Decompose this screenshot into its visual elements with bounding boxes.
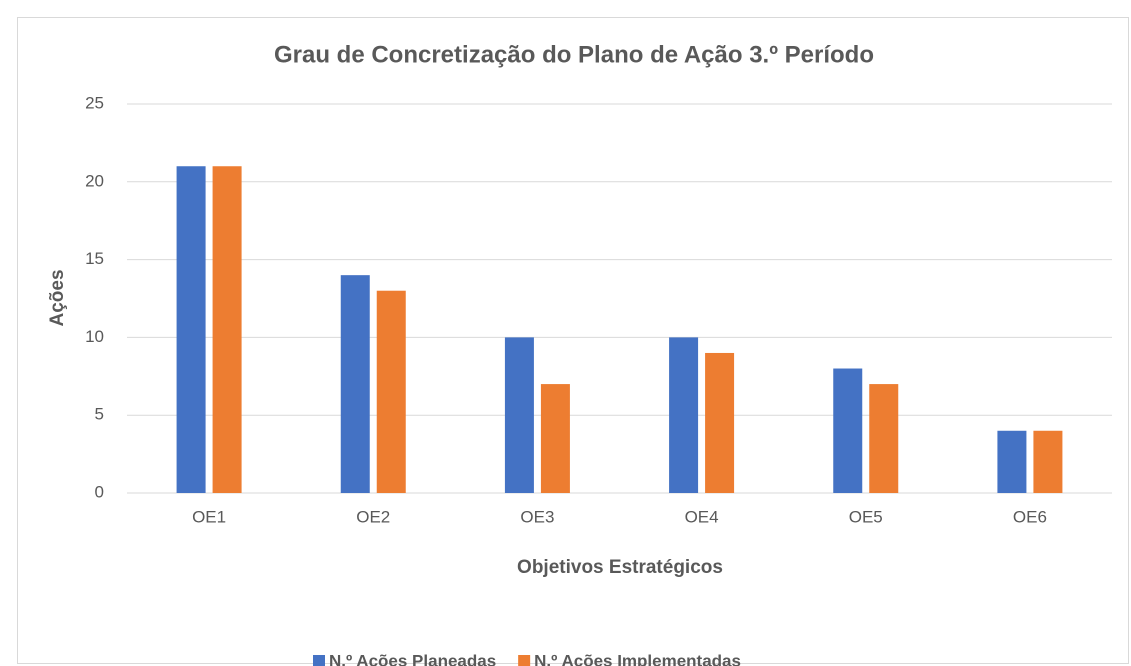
y-tick-label: 0 <box>95 482 104 501</box>
bar <box>540 384 570 493</box>
y-tick-label: 25 <box>85 93 104 112</box>
y-tick-label: 15 <box>85 249 104 268</box>
x-tick-label: OE2 <box>356 507 390 526</box>
bar <box>376 290 406 493</box>
x-tick-label: OE3 <box>520 507 554 526</box>
y-tick-label: 5 <box>95 405 104 424</box>
x-axis-title: Objetivos Estratégicos <box>517 557 723 578</box>
bar <box>833 368 863 493</box>
x-tick-label: OE4 <box>685 507 719 526</box>
bar <box>340 275 370 493</box>
bar <box>669 337 699 493</box>
legend-label: N.º Ações Implementadas <box>534 651 741 666</box>
y-tick-label: 20 <box>85 171 104 190</box>
bar <box>176 166 206 494</box>
bar <box>705 352 735 493</box>
y-tick-label: 10 <box>85 327 104 346</box>
legend-swatch <box>313 655 325 666</box>
bar <box>212 166 242 494</box>
legend-label: N.º Ações Planeadas <box>329 651 496 666</box>
x-tick-label: OE1 <box>192 507 226 526</box>
bar <box>504 337 534 493</box>
x-tick-label: OE5 <box>849 507 883 526</box>
legend-swatch <box>518 655 531 666</box>
y-axis-title: Ações <box>47 269 68 326</box>
bar <box>997 430 1027 493</box>
bar <box>1033 430 1063 493</box>
x-tick-label: OE6 <box>1013 507 1047 526</box>
chart-title: Grau de Concretização do Plano de Ação 3… <box>274 41 874 68</box>
bar <box>869 384 899 493</box>
